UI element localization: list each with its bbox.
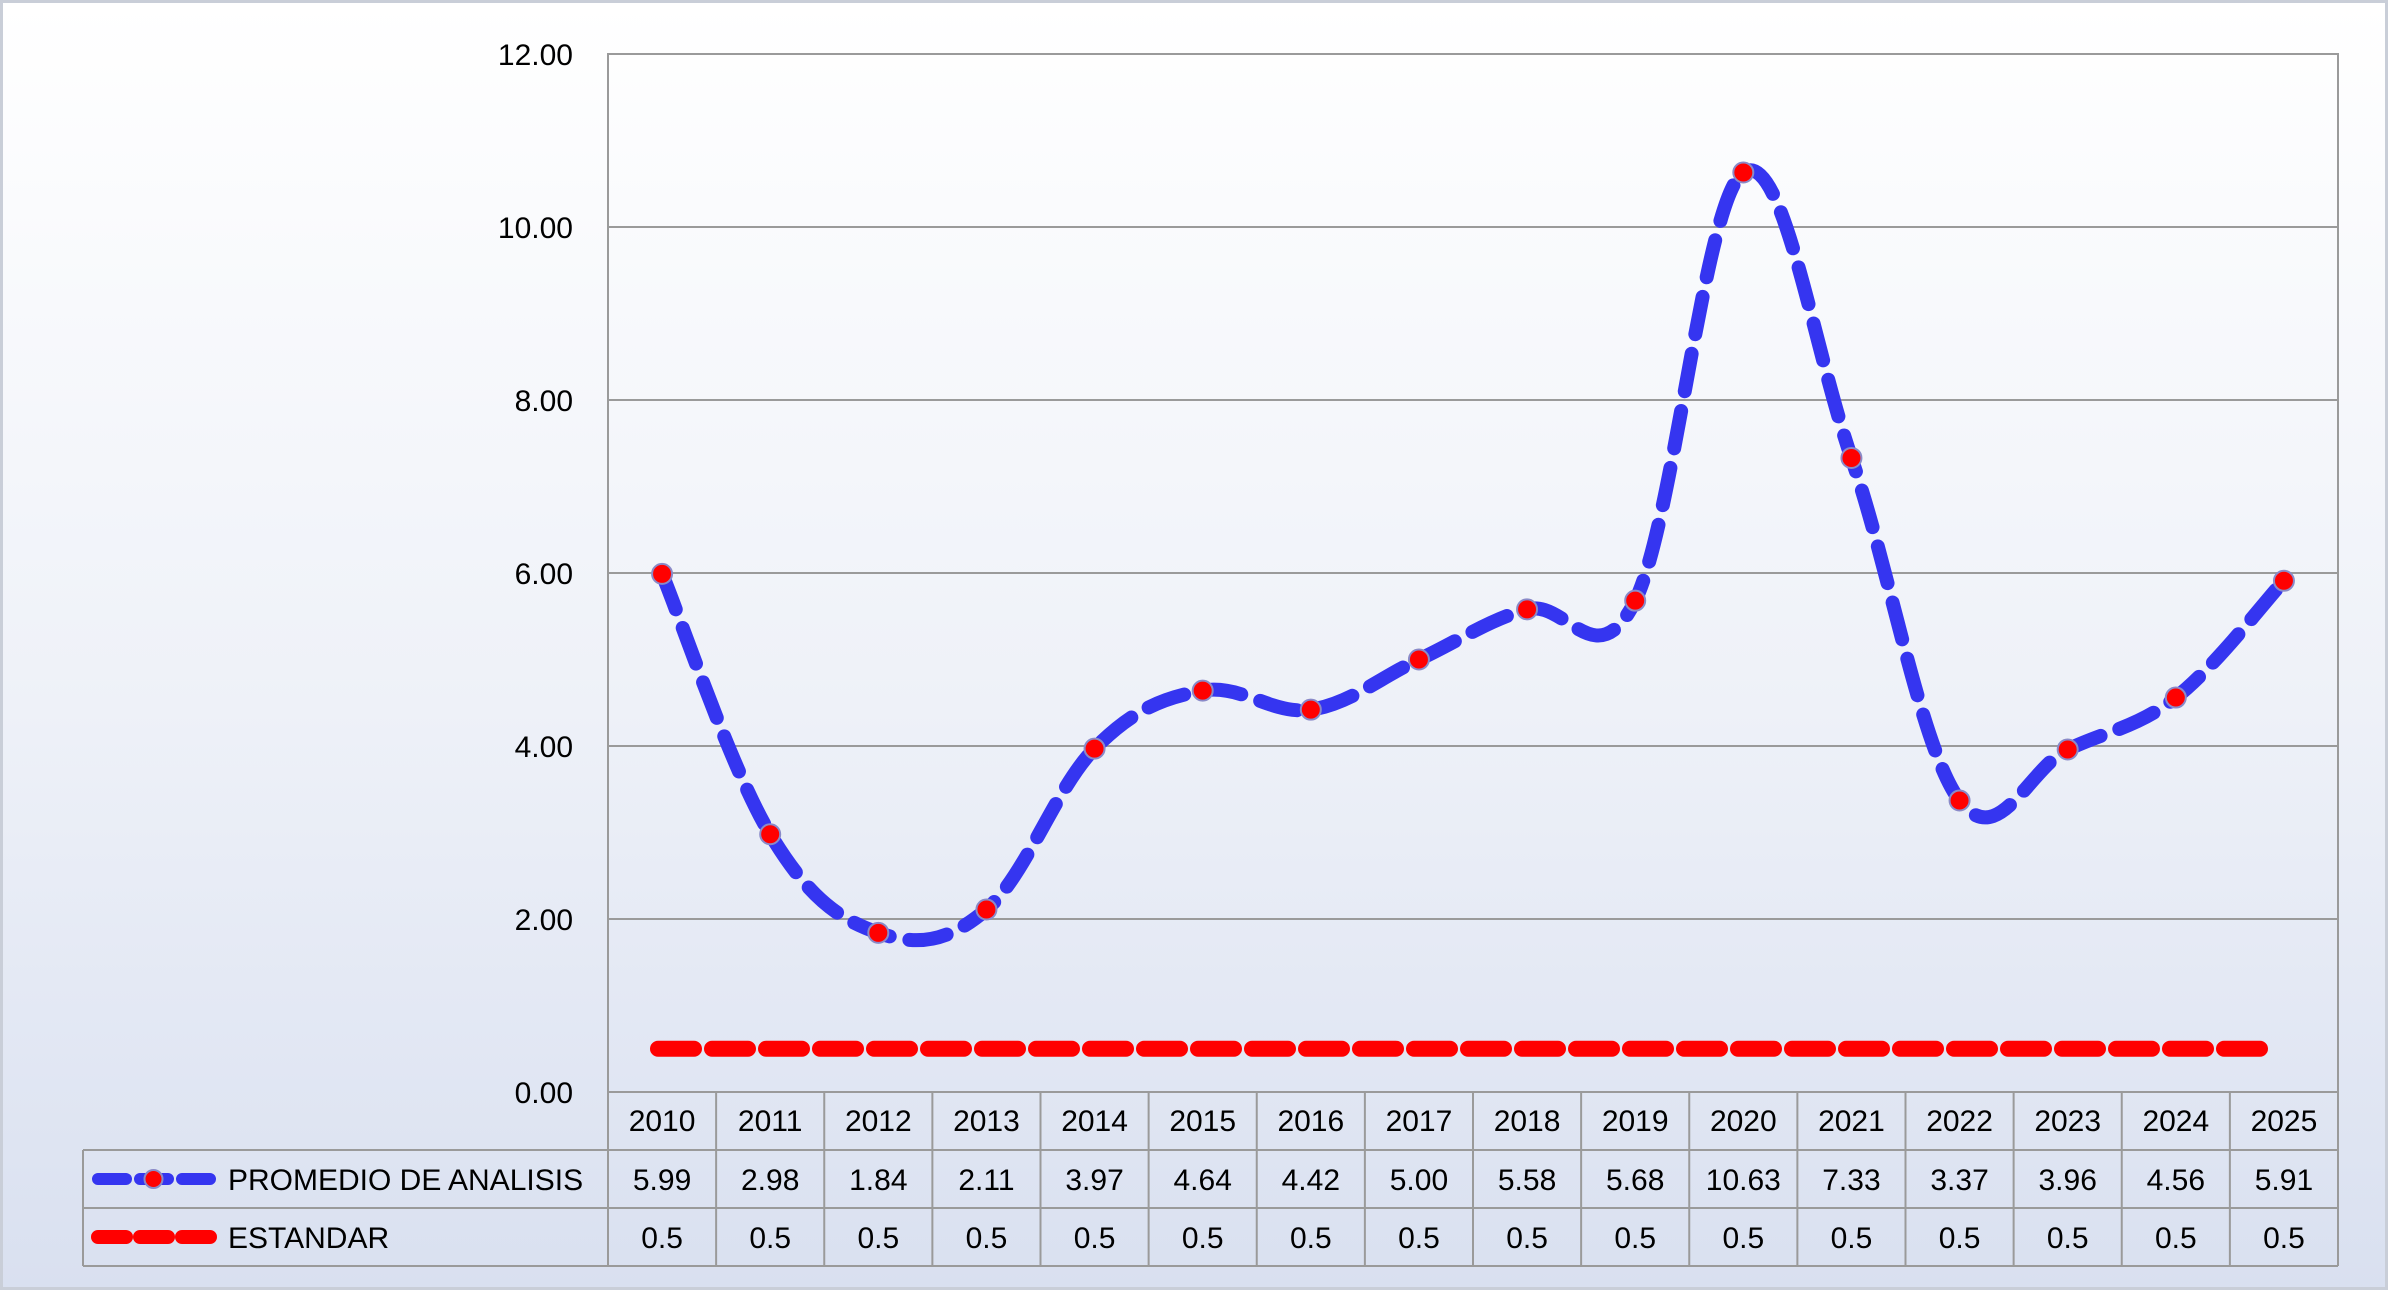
legend-series-name: PROMEDIO DE ANALISIS: [228, 1164, 583, 1197]
table-cell-value: 10.63: [1706, 1164, 1781, 1197]
table-cell-value: 0.5: [2155, 1222, 2197, 1255]
x-category-label: 2024: [2142, 1105, 2209, 1138]
x-category-label: 2020: [1710, 1105, 1777, 1138]
data-point: [1516, 598, 1539, 621]
series-line-promedio: [655, 163, 2291, 948]
table-cell-value: 0.5: [1074, 1222, 1116, 1255]
x-category-label: 2019: [1602, 1105, 1669, 1138]
x-category-label: 2011: [738, 1105, 803, 1138]
data-point: [1732, 161, 1755, 184]
table-cell-value: 0.5: [641, 1222, 683, 1255]
table-cell-value: 4.42: [1282, 1164, 1340, 1197]
data-point: [1191, 679, 1214, 702]
table-cell-value: 4.56: [2147, 1164, 2205, 1197]
table-cell-value: 3.97: [1065, 1164, 1123, 1197]
table-cell-value: 0.5: [857, 1222, 899, 1255]
data-point: [2056, 738, 2079, 761]
table-cell-value: 2.98: [741, 1164, 799, 1197]
table-cell-value: 1.84: [849, 1164, 907, 1197]
y-tick-label: 2.00: [515, 904, 573, 937]
table-cell-value: 3.96: [2038, 1164, 2096, 1197]
data-point: [1624, 589, 1647, 612]
table-cell-value: 0.5: [966, 1222, 1008, 1255]
y-tick-label: 12.00: [498, 39, 573, 72]
series-layer: [650, 161, 2295, 1057]
table-cell-value: 0.5: [2263, 1222, 2305, 1255]
x-category-label: 2021: [1818, 1105, 1885, 1138]
x-category-label: 2012: [845, 1105, 912, 1138]
x-category-label: 2010: [629, 1105, 696, 1138]
table-cell-value: 2.11: [958, 1164, 1014, 1197]
data-point: [1840, 446, 1863, 469]
table-cell-value: 5.58: [1498, 1164, 1556, 1197]
table-cell-value: 4.64: [1173, 1164, 1231, 1197]
y-tick-label: 8.00: [515, 385, 573, 418]
y-tick-label: 4.00: [515, 731, 573, 764]
x-category-label: 2018: [1494, 1105, 1561, 1138]
y-tick-label: 10.00: [498, 212, 573, 245]
table-cell-value: 0.5: [1290, 1222, 1332, 1255]
data-point: [651, 562, 674, 585]
table-cell-value: 5.68: [1606, 1164, 1664, 1197]
y-axis: 0.00 2.00 4.00 6.00 8.00 10.00 12.00: [498, 39, 573, 1110]
data-table: 2010 2011 2012 2013 2014 2015 2016 2017 2018 2019…: [82, 1091, 2339, 1267]
data-point: [1948, 789, 1971, 812]
x-category-label: 2015: [1169, 1105, 1236, 1138]
table-cell-value: 0.5: [1722, 1222, 1764, 1255]
x-category-label: 2013: [953, 1105, 1020, 1138]
data-point: [1083, 737, 1106, 760]
table-cell-value: 0.5: [749, 1222, 791, 1255]
y-tick-label: 6.00: [515, 558, 573, 591]
table-cell-value: 7.33: [1822, 1164, 1880, 1197]
table-cell-value: 0.5: [2047, 1222, 2089, 1255]
x-category-label: 2014: [1061, 1105, 1128, 1138]
table-cell-value: 0.5: [1506, 1222, 1548, 1255]
data-point: [867, 921, 890, 944]
table-cell-value: 0.5: [1614, 1222, 1656, 1255]
table-cell-value: 0.5: [1831, 1222, 1873, 1255]
table-cell-value: 5.91: [2255, 1164, 2313, 1197]
table-cell-value: 5.99: [633, 1164, 691, 1197]
y-tick-label: 0.00: [515, 1077, 573, 1110]
x-category-label: 2025: [2251, 1105, 2318, 1138]
x-category-label: 2017: [1386, 1105, 1453, 1138]
x-category-label: 2023: [2034, 1105, 2101, 1138]
data-point: [2272, 569, 2295, 592]
data-point: [2164, 686, 2187, 709]
x-category-label: 2016: [1277, 1105, 1344, 1138]
data-point: [1299, 698, 1322, 721]
table-cell-value: 0.5: [1398, 1222, 1440, 1255]
gridlines: [608, 53, 2338, 920]
data-point: [759, 823, 782, 846]
table-cell-value: 3.37: [1930, 1164, 1988, 1197]
x-category-label: 2022: [1926, 1105, 1993, 1138]
table-cell-value: 5.00: [1390, 1164, 1448, 1197]
data-point: [975, 898, 998, 921]
data-point: [1407, 648, 1430, 671]
table-cell-value: 0.5: [1182, 1222, 1224, 1255]
legend-key-marker: [143, 1169, 164, 1189]
table-cell-value: 0.5: [1939, 1222, 1981, 1255]
legend-series-name: ESTANDAR: [228, 1222, 389, 1255]
